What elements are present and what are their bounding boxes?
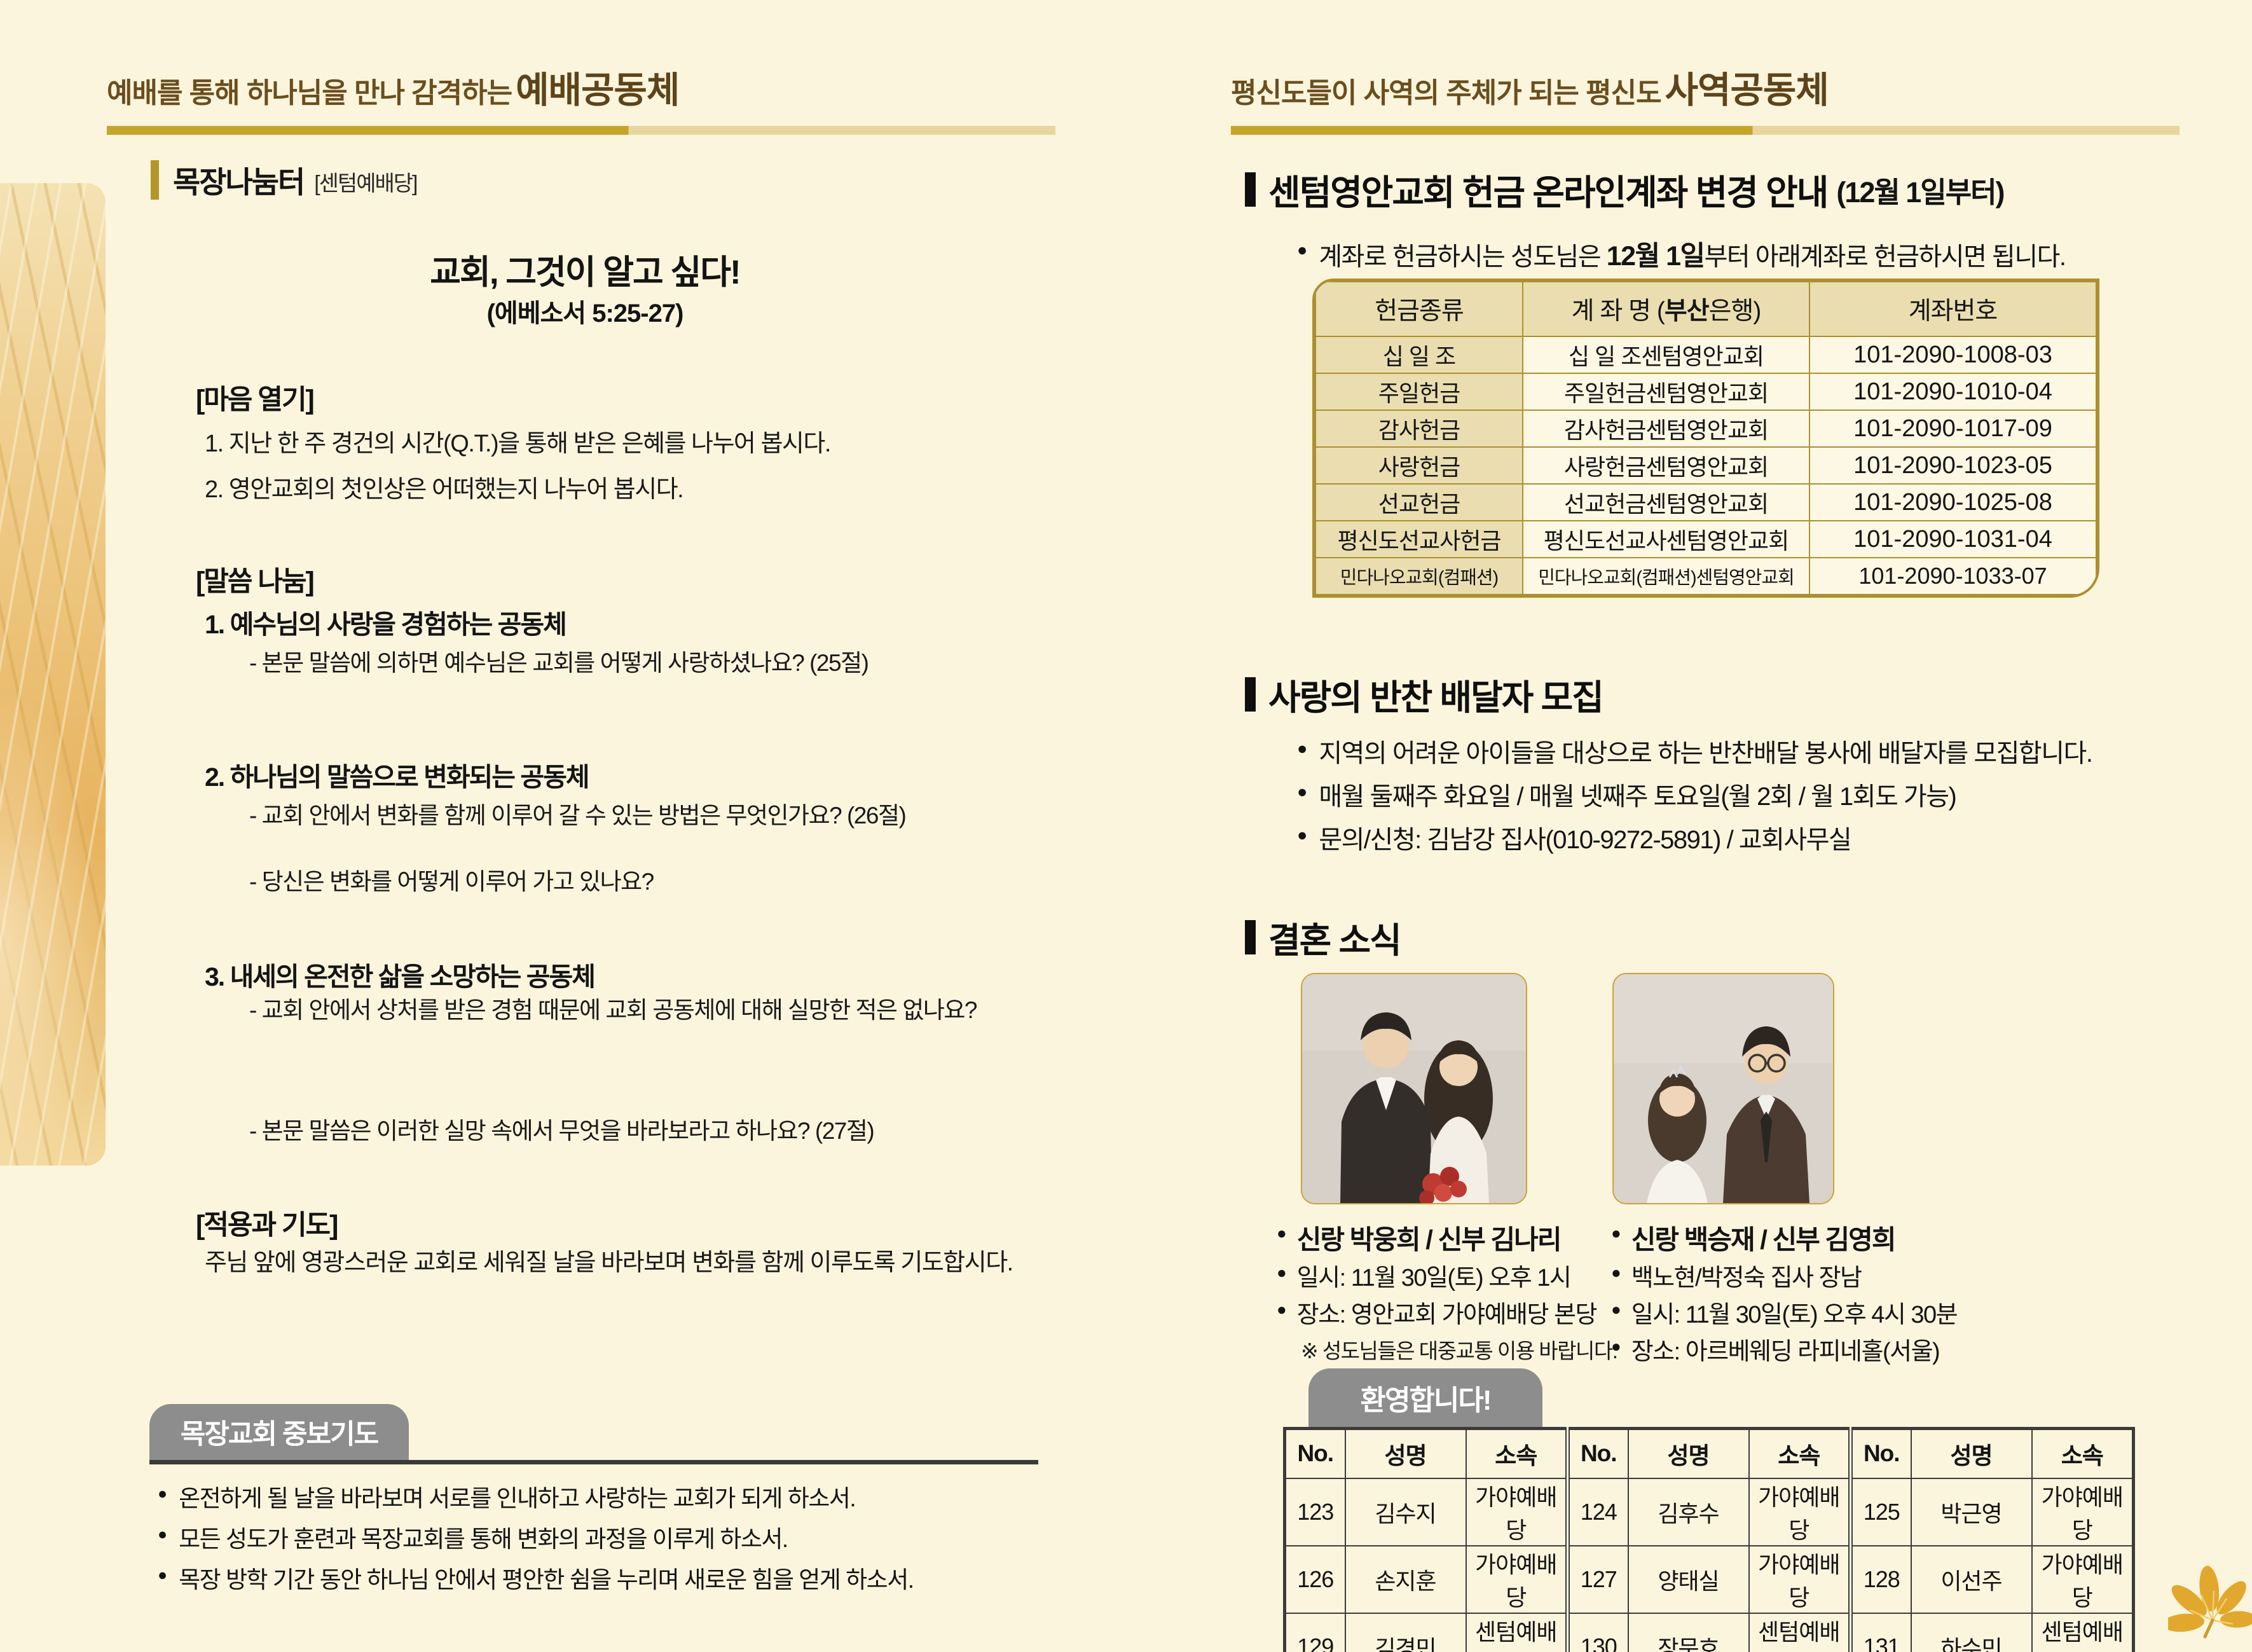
sidedish-bullet: ● 매월 둘째주 화요일 / 매월 넷째주 토요일(월 2회 / 월 1회도 가능… [1297, 782, 1957, 811]
apply-pray-heading: [적용과 기도] [196, 1210, 338, 1241]
section-bar-icon [1245, 677, 1256, 712]
bullet-icon: ● [1611, 1337, 1621, 1356]
study-title: 교회, 그것이 알고 싶다! [430, 254, 741, 291]
couple2-detail: ● 장소: 아르베웨딩 라피네홀(서울) [1611, 1337, 1940, 1365]
couple2-name: ● 신랑 백승재 / 신부 김영희 [1611, 1223, 1896, 1255]
wedding-section-heading: 결혼 소식 [1245, 912, 1402, 963]
right-header-rule [1231, 126, 2180, 135]
study-scripture: (에베소서 5:25-27) [486, 299, 684, 327]
sidedish-section-heading: 사랑의 반찬 배달자 모집 [1245, 669, 1604, 720]
wedding-photo-couple1 [1301, 973, 1527, 1204]
word-item-title: 2. 하나님의 말씀으로 변화되는 공동체 [205, 762, 590, 792]
prayer-rule [149, 1460, 1038, 1464]
table-row: 주일헌금 주일헌금센텀영안교회 101-2090-1010-04 [1315, 373, 2097, 411]
welcome-row: 126 손지훈 가야예배당 127 양태실 가야예배당 128 이선주 가야예배당 [1284, 1545, 2134, 1614]
bullet-icon: ● [1297, 825, 1308, 844]
section-bar-icon [1245, 920, 1256, 954]
welcome-badge: 환영합니다! [1308, 1368, 1542, 1427]
bullet-icon: ● [1277, 1300, 1287, 1319]
couple1-note: ※ 성도님들은 대중교통 이용 바랍니다. [1301, 1339, 1618, 1363]
account-notice: ● 계좌로 헌금하시는 성도님은 12월 1일부터 아래계좌로 헌금하시면 됩니… [1297, 240, 2066, 272]
welcome-table: No. 성명 소속 No. 성명 소속 No. 성명 소속 123 김수지 가야예배… [1283, 1427, 2135, 1652]
bullet-icon: ● [1297, 240, 1308, 259]
wedding-photo-couple2 [1612, 973, 1834, 1204]
welcome-row: 129김경민센텀예배당 130장문호센텀예배당 131하수민센텀예배당 [1284, 1612, 2134, 1652]
left-header-emphasis: 예배공동체 [516, 70, 680, 111]
couple2-detail: ● 일시: 11월 30일(토) 오후 4시 30분 [1611, 1300, 1958, 1328]
right-header-text: 평신도들이 사역의 주체가 되는 평신도 [1231, 78, 1662, 109]
word-item-question: - 교회 안에서 변화를 함께 이루어 갈 수 있는 방법은 무엇인가요? (2… [249, 802, 907, 829]
couple1-detail: ● 일시: 11월 30일(토) 오후 1시 [1277, 1263, 1572, 1291]
bullet-icon: ● [1297, 739, 1308, 758]
bullet-icon: ● [1277, 1263, 1287, 1282]
word-item-question: - 당신은 변화를 어떻게 이루어 가고 있나요? [249, 869, 654, 895]
table-row: 민다나오교회(컴패션) 민다나오교회(컴패션)센텀영안교회 101-2090-1… [1315, 557, 2097, 595]
sidedish-bullet: ● 문의/신청: 김남강 집사(010-9272-5891) / 교회사무실 [1297, 825, 1852, 854]
table-row: 사랑헌금 사랑헌금센텀영안교회 101-2090-1023-05 [1315, 446, 2097, 485]
wheat-field-photo [0, 183, 106, 1166]
prayer-item: ● 모든 성도가 훈련과 목장교회를 통해 변화의 과정을 이루게 하소서. [158, 1525, 788, 1552]
bullet-icon: ● [1611, 1263, 1621, 1282]
bullet-icon: ● [1611, 1223, 1621, 1242]
word-item-title: 3. 내세의 온전한 삶을 소망하는 공동체 [205, 962, 596, 991]
open-item: 2. 영안교회의 첫인상은 어떠했는지 나누어 봅시다. [205, 476, 684, 503]
open-item: 1. 지난 한 주 경건의 시간(Q.T.)을 통해 받은 은혜를 나누어 봅시… [205, 430, 831, 457]
left-header-text: 예배를 통해 하나님을 만나 감격하는 [107, 78, 512, 109]
word-item-question: - 본문 말씀에 의하면 예수님은 교회를 어떻게 사랑하셨나요? (25절) [249, 650, 869, 676]
bullet-icon: ● [158, 1525, 168, 1543]
welcome-row: 123 김수지 가야예배당 124 김후수 가야예배당 125 박근영 가야예배당 [1284, 1477, 2134, 1546]
bullet-icon: ● [158, 1566, 168, 1584]
group-label-sub: [센텀예배당] [314, 172, 418, 196]
table-row: 선교헌금 선교헌금센텀영안교회 101-2090-1025-08 [1315, 483, 2097, 521]
welcome-header-row: No. 성명 소속 No. 성명 소속 No. 성명 소속 [1284, 1428, 2134, 1479]
right-page-header: 평신도들이 사역의 주체가 되는 평신도 사역공동체 [1231, 61, 1829, 113]
prayer-item: ● 온전하게 될 날을 바라보며 서로를 인내하고 사랑하는 교회가 되게 하소서… [158, 1485, 856, 1511]
col-header: 계좌번호 [1809, 281, 2097, 337]
account-section-heading: 센텀영안교회 헌금 온라인계좌 변경 안내 (12월 1일부터) [1245, 164, 2005, 215]
gold-bar-icon [151, 160, 159, 200]
prayer-item: ● 목장 방학 기간 동안 하나님 안에서 평안한 쉼을 누리며 새로운 힘을 얻… [158, 1566, 914, 1593]
prayer-badge: 목장교회 중보기도 [149, 1404, 409, 1460]
right-header-emphasis: 사역공동체 [1665, 70, 1829, 111]
open-heart-heading: [마음 열기] [196, 385, 315, 415]
bullet-icon: ● [1277, 1223, 1287, 1242]
table-row: 감사헌금 감사헌금센텀영안교회 101-2090-1017-09 [1315, 410, 2097, 448]
couple1-name: ● 신랑 박웅희 / 신부 김나리 [1277, 1223, 1562, 1255]
apply-pray-text: 주님 앞에 영광스러운 교회로 세워질 날을 바라보며 변화를 함께 이루도록 … [205, 1249, 1013, 1276]
bullet-icon: ● [1611, 1300, 1621, 1319]
bullet-icon: ● [1297, 782, 1308, 801]
word-item-question: - 교회 안에서 상처를 받은 경험 때문에 교회 공동체에 대해 실망한 적은… [249, 997, 978, 1023]
section-bar-icon [1245, 172, 1256, 207]
word-item-title: 1. 예수님의 사랑을 경험하는 공동체 [205, 610, 567, 639]
couple2-detail: ● 백노현/박정숙 집사 장남 [1611, 1263, 1862, 1291]
table-header-row: 헌금종류 계 좌 명 (부산은행) 계좌번호 [1315, 281, 2097, 337]
flower-leaf-icon [2162, 1566, 2252, 1652]
left-page-header: 예배를 통해 하나님을 만나 감격하는 예배공동체 [107, 61, 680, 113]
table-row: 평신도선교사헌금 평신도선교사센텀영안교회 101-2090-1031-04 [1315, 520, 2097, 558]
left-header-rule [107, 126, 1055, 135]
group-label-title: 목장나눔터 [173, 165, 305, 199]
donation-account-table: 헌금종류 계 좌 명 (부산은행) 계좌번호 십 일 조 십 일 조센텀영안교회… [1312, 279, 2099, 598]
word-share-heading: [말씀 나눔] [196, 567, 315, 597]
bullet-icon: ● [158, 1485, 168, 1503]
couple1-detail: ● 장소: 영안교회 가야예배당 본당 [1277, 1300, 1597, 1328]
group-label: 목장나눔터 [센텀예배당] [151, 158, 418, 202]
sidedish-bullet: ● 지역의 어려운 아이들을 대상으로 하는 반찬배달 봉사에 배달자를 모집합니… [1297, 739, 2093, 767]
word-item-question: - 본문 말씀은 이러한 실망 속에서 무엇을 바라보라고 하나요? (27절) [249, 1118, 875, 1144]
col-header: 헌금종류 [1315, 281, 1523, 337]
table-row: 십 일 조 십 일 조센텀영안교회 101-2090-1008-03 [1315, 336, 2097, 374]
col-header: 계 좌 명 (부산은행) [1522, 281, 1810, 337]
